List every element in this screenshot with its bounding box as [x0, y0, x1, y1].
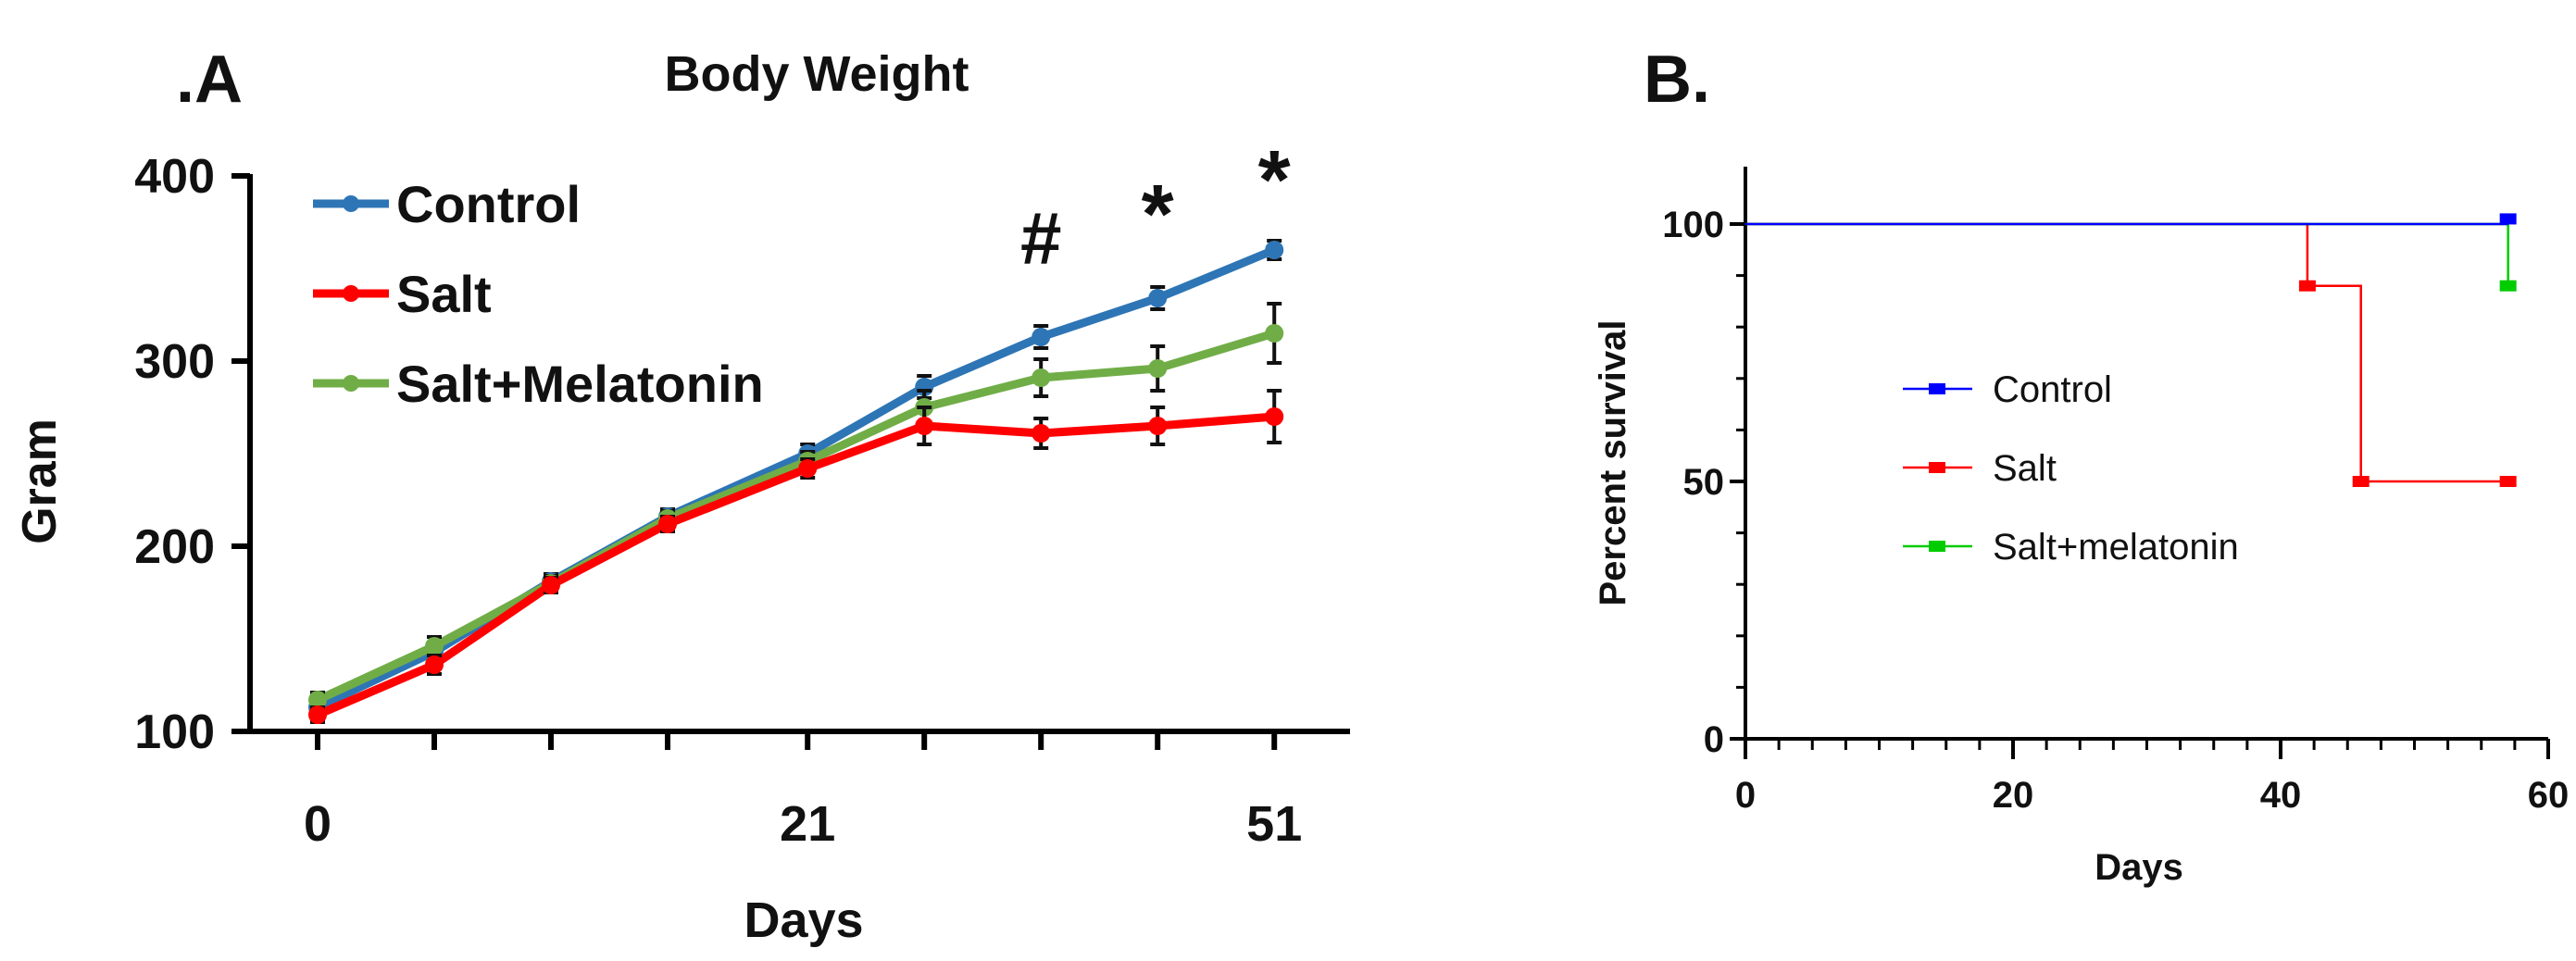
legend-label: Salt	[396, 265, 492, 323]
panel-b-xlabel: Days	[2095, 847, 2183, 888]
y-tick-label: 400	[134, 150, 215, 204]
panel-b-y-ticks: 0 50 100	[1662, 205, 1745, 760]
legend-marker	[343, 285, 359, 302]
panel-b-legend: Control Salt Salt+melatonin	[1903, 369, 2239, 568]
data-point	[1032, 368, 1051, 387]
legend-item: Salt+Melatonin	[313, 355, 764, 413]
panel-a-x-ticks: 0 21 51	[304, 731, 1302, 852]
x-tick-label: 0	[304, 796, 331, 852]
legend-item: Control	[1903, 369, 2112, 410]
survival-step-line	[1745, 222, 2509, 286]
legend-label: Control	[1993, 369, 2112, 410]
panel-a: .A Body Weight Gram Days 100 200 300 400 0 2…	[13, 43, 1350, 948]
data-point	[308, 705, 327, 724]
censor-marker	[2499, 476, 2517, 487]
y-tick-label: 100	[134, 705, 215, 759]
data-point	[798, 459, 818, 478]
x-tick-label: 60	[2528, 775, 2570, 816]
data-point	[1265, 241, 1284, 259]
censor-marker	[2499, 213, 2517, 225]
series-salt-melatonin	[1745, 222, 2517, 292]
x-tick-label: 0	[1735, 775, 1756, 816]
survival-step-line	[1745, 222, 2508, 483]
legend-marker	[1929, 383, 1945, 394]
legend-item: Salt	[313, 265, 492, 323]
data-point	[1265, 324, 1284, 343]
series-salt	[308, 389, 1284, 724]
legend-label: Salt+melatonin	[1993, 527, 2239, 568]
censor-marker	[2499, 280, 2517, 292]
panel-a-series	[308, 239, 1284, 724]
data-point	[542, 576, 560, 594]
panel-b-label: B.	[1644, 43, 1710, 117]
panel-a-y-ticks: 100 200 300 400	[134, 150, 250, 759]
x-tick-label: 21	[780, 796, 835, 852]
censor-marker	[2352, 476, 2370, 487]
data-point	[308, 691, 327, 709]
legend-item: Control	[313, 175, 581, 233]
panel-a-xlabel: Days	[744, 892, 863, 948]
legend-marker	[343, 195, 359, 212]
y-tick-label: 100	[1662, 205, 1724, 245]
legend-label: Control	[396, 175, 581, 233]
significance-marker: *	[1142, 168, 1174, 261]
panel-a-title: Body Weight	[665, 46, 969, 102]
y-tick-label: 0	[1704, 719, 1724, 760]
legend-marker	[1929, 462, 1945, 473]
x-tick-label: 20	[1993, 775, 2034, 816]
legend-label: Salt+Melatonin	[396, 355, 764, 413]
data-point	[1032, 328, 1051, 346]
panel-b-x-ticks: 0 20 40 60	[1735, 739, 2569, 816]
y-tick-label: 200	[134, 520, 215, 574]
panel-a-legend: Control Salt Salt+Melatonin	[313, 175, 764, 413]
legend-marker	[1929, 541, 1945, 552]
data-point	[915, 417, 934, 435]
legend-item: Salt+melatonin	[1903, 527, 2239, 568]
panel-a-ylabel: Gram	[13, 418, 67, 544]
data-point	[1148, 359, 1168, 378]
legend-item: Salt	[1903, 448, 2057, 489]
significance-marker: *	[1258, 134, 1291, 227]
y-tick-label: 300	[134, 335, 215, 389]
data-point	[658, 515, 677, 533]
data-point	[1032, 424, 1051, 443]
legend-label: Salt	[1993, 448, 2057, 489]
x-tick-label: 40	[2260, 775, 2302, 816]
panel-b-ylabel: Percent survival	[1593, 319, 1633, 605]
data-point	[1265, 407, 1284, 426]
series-salt	[1745, 222, 2517, 487]
panel-a-label: .A	[176, 43, 243, 117]
data-point	[425, 655, 444, 674]
legend-marker	[343, 375, 359, 392]
panel-b-series	[1745, 213, 2517, 487]
y-tick-label: 50	[1683, 462, 1725, 503]
significance-marker: #	[1020, 197, 1062, 280]
censor-marker	[2298, 280, 2316, 292]
x-tick-label: 51	[1246, 796, 1302, 852]
data-point	[1148, 289, 1168, 307]
series-control	[1745, 213, 2517, 226]
data-point	[425, 637, 444, 655]
data-point	[1148, 417, 1168, 435]
panel-a-annotations: # * *	[1020, 134, 1291, 280]
